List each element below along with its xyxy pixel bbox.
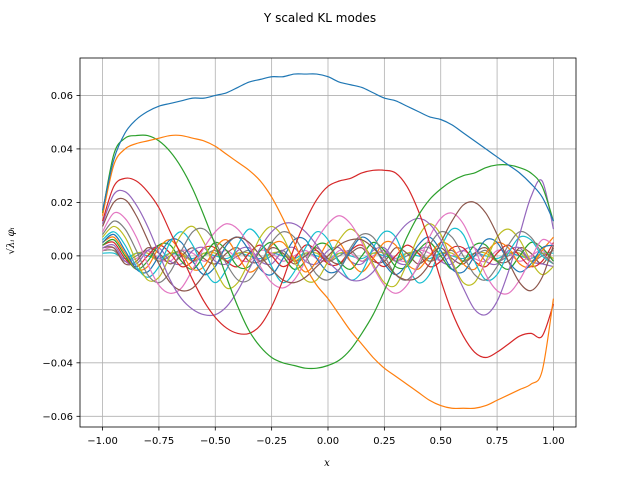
series-line-4 <box>101 169 555 359</box>
chart-title: Y scaled KL modes <box>263 11 376 25</box>
y-tick-label: 0.00 <box>51 251 73 262</box>
x-tick-label: 0.00 <box>317 436 339 447</box>
x-tick-label: 0.75 <box>486 436 508 447</box>
y-tick-label: 0.04 <box>51 144 73 155</box>
series-line-5 <box>101 179 555 317</box>
x-tick-label: 0.25 <box>373 436 395 447</box>
x-axis-ticks: −1.00 −0.75 −0.50 −0.25 0.00 0.25 0.50 0.75 1.00 <box>87 427 565 447</box>
series-line-8 <box>102 220 554 284</box>
series-line-2 <box>101 134 555 410</box>
x-tick-label: −0.75 <box>144 436 175 447</box>
x-tick-label: −1.00 <box>87 436 118 447</box>
y-tick-label: 0.06 <box>51 91 73 102</box>
y-axis-ticks: −0.06 −0.04 −0.02 0.00 0.02 0.04 0.06 <box>42 91 80 423</box>
x-tick-label: −0.50 <box>200 436 231 447</box>
x-axis-label: x <box>324 458 330 469</box>
series-line-1 <box>101 73 554 222</box>
y-tick-label: 0.02 <box>51 198 73 209</box>
series-line-6 <box>102 197 555 292</box>
y-axis-label: √λᵢ φᵢ <box>6 228 17 255</box>
series-lines <box>101 73 555 410</box>
y-tick-label: −0.02 <box>42 305 73 316</box>
series-line-3 <box>101 134 555 370</box>
y-tick-label: −0.04 <box>42 358 73 369</box>
series-line-7 <box>102 211 554 295</box>
x-tick-label: 0.50 <box>430 436 452 447</box>
x-tick-label: −0.25 <box>256 436 287 447</box>
y-tick-label: −0.06 <box>42 412 73 423</box>
series-line-10 <box>102 227 554 284</box>
x-tick-label: 1.00 <box>542 436 564 447</box>
series-line-14 <box>102 241 554 268</box>
